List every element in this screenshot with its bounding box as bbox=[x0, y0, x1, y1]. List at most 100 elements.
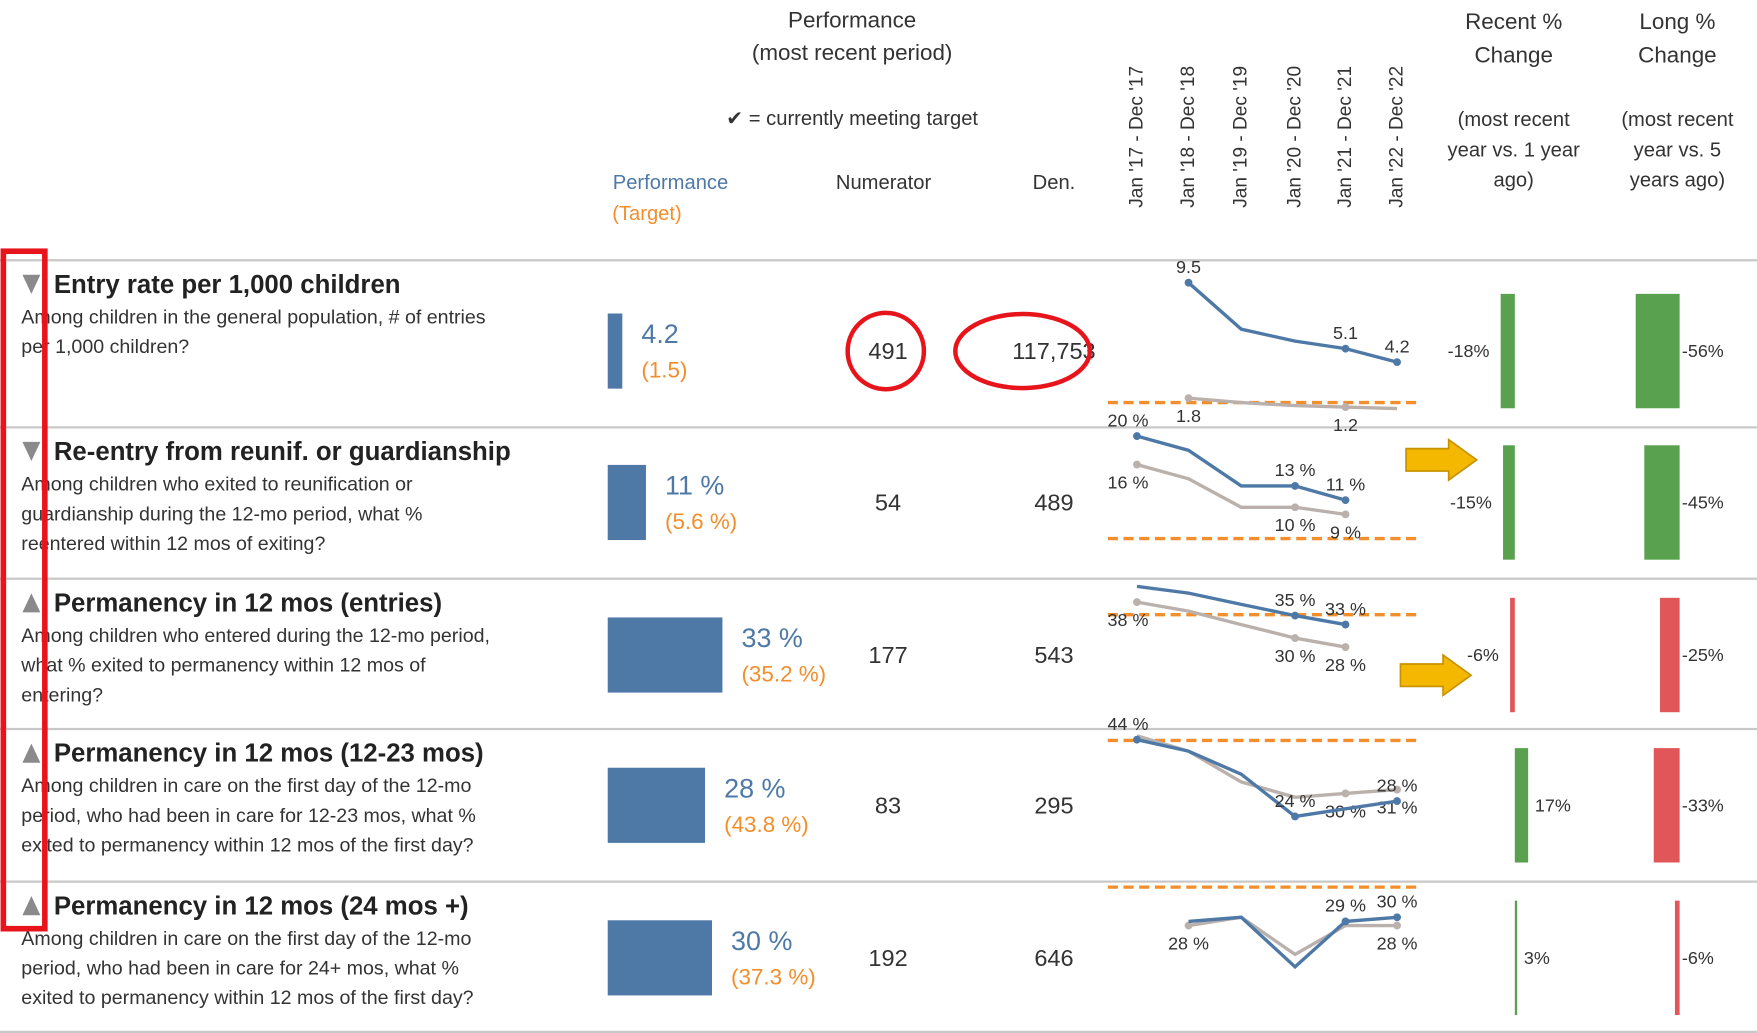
trend-point bbox=[1393, 921, 1402, 930]
target-value: (5.6 %) bbox=[665, 509, 737, 534]
content: Performance (most recent period) ✔ = curre… bbox=[0, 8, 1757, 1033]
column-note: years ago) bbox=[1630, 170, 1725, 192]
metric-description: reentered within 12 mos of exiting? bbox=[21, 533, 325, 555]
trend-point bbox=[1341, 620, 1350, 629]
trend-point bbox=[1393, 913, 1402, 922]
trend-label: 44 % bbox=[1108, 714, 1149, 734]
recent-change-label: -18% bbox=[1448, 341, 1490, 361]
trend-line bbox=[1188, 396, 1398, 411]
column-label: (Target) bbox=[612, 203, 681, 225]
denominator: 646 bbox=[1034, 945, 1073, 971]
recent-change-label: -6% bbox=[1467, 645, 1499, 665]
metric-description: entering? bbox=[21, 684, 103, 706]
direction-icon bbox=[22, 441, 41, 461]
trend-point bbox=[1291, 634, 1299, 642]
metric-title: Entry rate per 1,000 children bbox=[54, 271, 401, 299]
trend-point bbox=[1393, 797, 1402, 806]
performance-bar bbox=[607, 464, 646, 541]
recent-change-label: 17% bbox=[1535, 795, 1571, 815]
recent-change-label: 3% bbox=[1524, 948, 1550, 968]
trend-line bbox=[1188, 915, 1398, 970]
trend-label: 28 % bbox=[1325, 655, 1366, 675]
trend-label: 38 % bbox=[1108, 610, 1149, 630]
callout-arrow bbox=[1405, 438, 1479, 482]
performance-value: 11 % bbox=[665, 471, 724, 501]
metric-description: period, who had been in care for 12-23 m… bbox=[21, 805, 475, 827]
recent-change-label: -15% bbox=[1450, 492, 1492, 512]
column-label: Performance bbox=[613, 172, 728, 194]
trend-label: 30 % bbox=[1377, 892, 1418, 912]
trend-line bbox=[1187, 281, 1398, 364]
long-change-bar bbox=[1653, 748, 1680, 863]
trend-point bbox=[1341, 789, 1350, 798]
performance-bar bbox=[607, 767, 706, 843]
metric-description: exited to permanency within 12 mos of th… bbox=[21, 835, 473, 857]
numerator: 177 bbox=[868, 642, 907, 668]
column-heading: Performance bbox=[788, 8, 916, 33]
trend-point bbox=[1184, 921, 1193, 930]
column-heading: Recent % bbox=[1465, 9, 1562, 34]
trend-point bbox=[1341, 403, 1350, 412]
performance-bar bbox=[607, 920, 712, 996]
target-value: (37.3 %) bbox=[731, 964, 816, 989]
trend-label: 20 % bbox=[1108, 410, 1149, 430]
metric-title: Permanency in 12 mos (24 mos +) bbox=[54, 892, 469, 920]
denominator: 117,753 bbox=[1012, 338, 1095, 364]
trend-point bbox=[1133, 598, 1141, 607]
trend-line bbox=[1136, 734, 1398, 799]
trend-line bbox=[1188, 915, 1398, 957]
metric-description: guardianship during the 12-mo period, wh… bbox=[21, 503, 422, 525]
long-change-label: -56% bbox=[1682, 341, 1724, 361]
column-heading: Long % bbox=[1639, 9, 1715, 34]
recent-change-bar bbox=[1510, 597, 1515, 713]
trend-label: 13 % bbox=[1275, 460, 1316, 480]
trend-point bbox=[1291, 503, 1299, 512]
trend-label: 16 % bbox=[1108, 473, 1149, 493]
annotations bbox=[0, 248, 1479, 932]
long-change-label: -33% bbox=[1682, 795, 1724, 815]
numerator: 83 bbox=[875, 792, 901, 818]
numerator: 491 bbox=[868, 338, 907, 364]
metric-description: period, who had been in care for 24+ mos… bbox=[21, 958, 459, 980]
trend-line bbox=[1136, 738, 1398, 819]
long-change-label: -45% bbox=[1682, 492, 1724, 512]
year-label: Jan '17 - Dec '17 bbox=[1126, 66, 1147, 208]
recent-change-bar bbox=[1503, 445, 1515, 560]
trend-label: 11 % bbox=[1326, 474, 1366, 494]
metric-description: Among children who exited to reunificati… bbox=[21, 474, 413, 496]
trend-point bbox=[1291, 481, 1299, 490]
long-change-label: -25% bbox=[1682, 645, 1724, 665]
metric-title: Re-entry from reunif. or guardianship bbox=[54, 438, 511, 466]
trend-point bbox=[1291, 611, 1299, 620]
direction-icon bbox=[22, 274, 41, 294]
trend-label: 35 % bbox=[1275, 590, 1316, 610]
performance-bar bbox=[607, 617, 723, 693]
trend-point bbox=[1184, 278, 1193, 287]
trend-label: 5.1 bbox=[1333, 323, 1358, 343]
column-label: Den. bbox=[1033, 172, 1076, 194]
metric-title: Permanency in 12 mos (12-23 mos) bbox=[54, 740, 484, 768]
long-change-label: -6% bbox=[1682, 948, 1714, 968]
column-note: (most recent bbox=[1458, 109, 1570, 131]
direction-icon bbox=[22, 743, 41, 763]
performance-value: 30 % bbox=[731, 926, 792, 956]
trend-line bbox=[1136, 462, 1346, 517]
trend-label: 4.2 bbox=[1385, 336, 1410, 356]
trend-line bbox=[1136, 600, 1346, 649]
column-note: year vs. 1 year bbox=[1448, 139, 1581, 161]
highlight-circle bbox=[845, 310, 927, 392]
denominator: 295 bbox=[1034, 792, 1073, 818]
long-change-bar bbox=[1674, 900, 1680, 1016]
highlight-box bbox=[0, 248, 48, 932]
trend-label: 1.2 bbox=[1333, 415, 1358, 435]
column-heading: Change bbox=[1638, 42, 1716, 67]
target-value: (35.2 %) bbox=[741, 662, 826, 687]
trend-point bbox=[1393, 358, 1402, 367]
performance-bar bbox=[607, 313, 623, 389]
trend-line bbox=[1136, 584, 1346, 627]
metric-description: exited to permanency within 12 mos of th… bbox=[21, 987, 473, 1009]
direction-icon bbox=[22, 896, 41, 916]
year-label: Jan '18 - Dec '18 bbox=[1178, 66, 1199, 208]
highlight-circle bbox=[953, 311, 1093, 391]
column-heading: Change bbox=[1474, 42, 1552, 67]
